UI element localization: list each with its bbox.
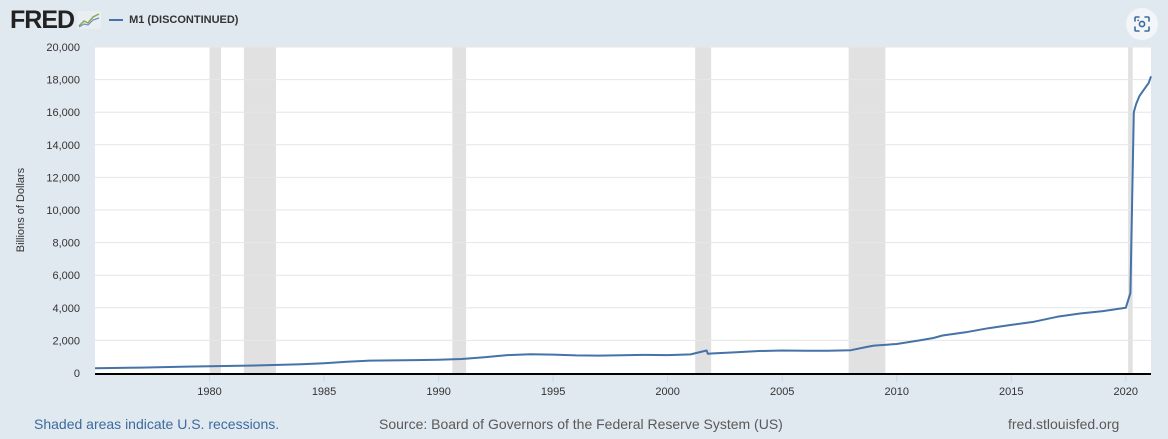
series-line-m1[interactable]	[94, 75, 1152, 370]
y-tick-label: 8,000	[52, 238, 80, 250]
y-tick-label: 14,000	[46, 140, 80, 152]
x-tick-label: 1995	[541, 386, 565, 398]
fred-logo[interactable]: FRED	[10, 5, 75, 34]
y-tick-label: 18,000	[46, 75, 80, 87]
y-tick-label: 0	[74, 368, 80, 380]
y-tick-label: 12,000	[46, 172, 80, 184]
site-url[interactable]: fred.stlouisfed.org	[1008, 416, 1120, 432]
legend-line-swatch	[109, 19, 124, 21]
y-tick-label: 10,000	[46, 205, 80, 217]
x-tick-label: 2000	[655, 386, 679, 398]
x-tick-label: 2015	[999, 386, 1023, 398]
gridlines	[95, 46, 1151, 341]
y-tick-label: 2,000	[52, 335, 80, 347]
y-axis-label: Billions of Dollars	[15, 167, 27, 252]
line-chart: 0 2,000 4,000 6,000 8,000 10,000 12,000 14,000 1…	[15, 42, 1152, 398]
y-axis-ticks: 0 2,000 4,000 6,000 8,000 10,000 12,000 14,000 1…	[46, 42, 80, 380]
x-tick-label: 2020	[1114, 386, 1138, 398]
recession-note-link[interactable]: Shaded areas indicate U.S. recessions.	[34, 416, 280, 432]
snapshot-button[interactable]	[1126, 8, 1158, 40]
source-text: Source: Board of Governors of the Federa…	[379, 416, 783, 432]
y-tick-label: 20,000	[46, 42, 80, 54]
legend: M1 (DISCONTINUED)	[109, 14, 238, 26]
x-tick-label: 1980	[197, 386, 221, 398]
legend-series-label[interactable]: M1 (DISCONTINUED)	[129, 14, 239, 26]
y-tick-label: 6,000	[52, 270, 80, 282]
chart-sparkline-icon	[77, 11, 102, 29]
x-axis-ticks: 1980 1985 1990 1995 2000 2005 2010 2015 2020	[197, 374, 1138, 398]
y-tick-label: 4,000	[52, 303, 80, 315]
x-tick-label: 2005	[770, 386, 794, 398]
x-tick-label: 2010	[884, 386, 908, 398]
chart-header: FRED M1 (DISCONTINUED)	[10, 6, 238, 34]
y-tick-label: 16,000	[46, 107, 80, 119]
camera-focus-icon	[1134, 16, 1150, 32]
x-tick-label: 1990	[426, 386, 450, 398]
x-tick-label: 1985	[312, 386, 336, 398]
